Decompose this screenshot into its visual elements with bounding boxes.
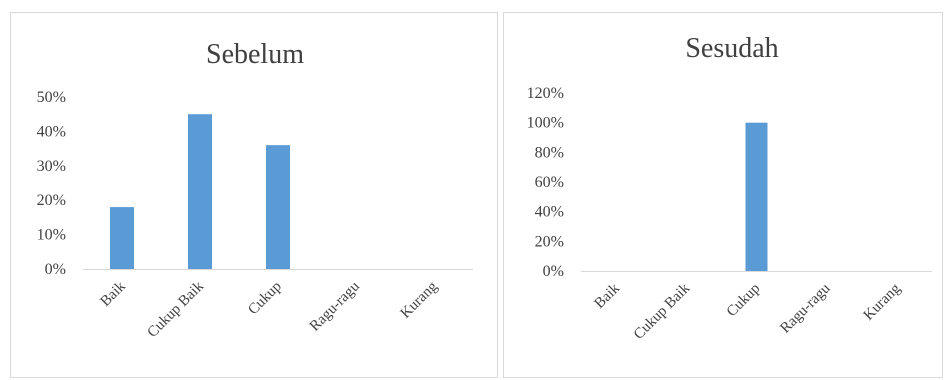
chart-sesudah: Sesudah 0% 20% 40% 60% 80% 100% 120% Baik Cukup …	[527, 33, 932, 343]
x-tick-label: Kurang	[398, 278, 441, 321]
bar-baik	[110, 207, 134, 269]
bar-cukup	[266, 145, 290, 269]
bar-cukup-baik	[188, 114, 212, 269]
y-tick-label: 30%	[37, 158, 66, 175]
x-tick-label: Ragu-ragu	[777, 280, 833, 336]
y-tick-label: 20%	[37, 192, 66, 209]
y-tick-label: 60%	[535, 174, 564, 191]
y-tick-label: 50%	[37, 89, 66, 106]
y-tick-label: 20%	[535, 233, 564, 250]
y-tick-label: 40%	[37, 123, 66, 140]
chart-sebelum: Sebelum 0% 10% 20% 30% 40% 50% Baik Cukup Baik C…	[37, 39, 473, 341]
y-tick-label: 100%	[527, 115, 564, 132]
y-tick-label: 10%	[37, 227, 66, 244]
y-tick-label: 80%	[535, 144, 564, 161]
chart-panel-sesudah: Sesudah 0% 20% 40% 60% 80% 100% 120% Baik Cukup …	[503, 12, 943, 378]
chart-title: Sesudah	[685, 33, 778, 64]
y-tick-label: 120%	[527, 85, 564, 102]
y-tick-label: 0%	[543, 263, 564, 280]
x-tick-label: Baik	[592, 280, 624, 312]
y-tick-label: 40%	[535, 204, 564, 221]
x-tick-label: Baik	[97, 278, 129, 310]
y-tick-label: 0%	[45, 261, 66, 278]
x-tick-label: Ragu-ragu	[307, 278, 363, 334]
bar-cukup	[745, 122, 768, 272]
x-tick-label: Cukup Baik	[631, 280, 694, 343]
x-tick-label: Cukup Baik	[145, 278, 208, 341]
x-tick-label: Cukup	[724, 281, 764, 321]
x-tick-label: Cukup	[245, 279, 285, 319]
chart-title: Sebelum	[206, 39, 304, 70]
x-tick-label: Kurang	[861, 280, 904, 323]
chart-panel-sebelum: Sebelum 0% 10% 20% 30% 40% 50% Baik Cukup Baik C…	[10, 12, 498, 378]
